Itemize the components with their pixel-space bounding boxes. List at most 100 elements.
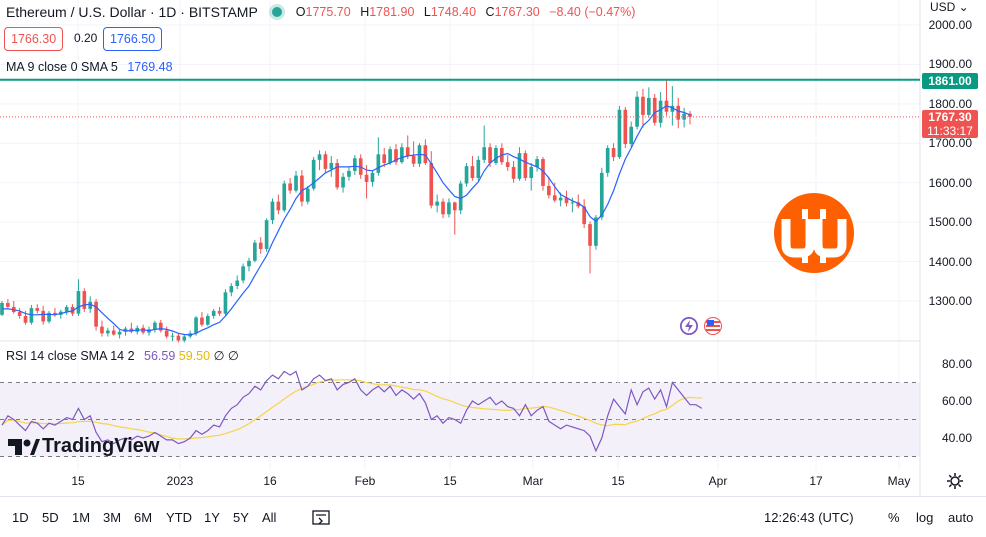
candle-body: [6, 302, 10, 307]
candle-body: [0, 302, 4, 315]
candle: [35, 304, 40, 314]
range-1y[interactable]: 1Y: [204, 510, 220, 525]
candle: [376, 137, 381, 176]
price-tick-label: 1300.00: [928, 294, 972, 308]
tradingview-watermark[interactable]: TradingView: [8, 435, 159, 458]
candle-body: [223, 292, 228, 314]
range-5d[interactable]: 5D: [42, 510, 59, 525]
candle: [311, 157, 316, 191]
last-price-tag: 1767.30 11:33:17: [922, 110, 978, 138]
candle: [647, 87, 651, 118]
candle: [323, 151, 328, 173]
clock-readout[interactable]: 12:26:43 (UTC): [764, 510, 854, 525]
candle-body: [270, 201, 275, 221]
candle-body: [429, 163, 434, 206]
candle-body: [158, 322, 163, 331]
logo-tick: [802, 253, 808, 263]
currency-select[interactable]: USD ⌄: [930, 0, 969, 14]
candle-body: [394, 149, 398, 163]
rsi-tick-label: 80.00: [941, 357, 972, 371]
time-tick-label: Mar: [522, 474, 544, 488]
us-flag-icon[interactable]: [704, 317, 722, 335]
log-scale-button[interactable]: log: [916, 510, 934, 525]
range-3m[interactable]: 3M: [103, 510, 122, 525]
settings-gear-icon[interactable]: [946, 472, 964, 490]
candle: [505, 155, 510, 171]
market-status-icon[interactable]: [271, 7, 282, 17]
candle-body: [41, 310, 45, 322]
candle: [223, 289, 228, 316]
candle-body: [247, 260, 251, 267]
time-tick-label: 15: [611, 474, 625, 488]
candle-body: [370, 172, 375, 182]
candle: [452, 201, 457, 235]
candle-body: [17, 312, 22, 316]
lightning-icon[interactable]: [680, 317, 698, 335]
candle: [576, 194, 581, 209]
candle: [435, 194, 439, 213]
candle: [300, 170, 304, 207]
rsi-tick-label: 40.00: [941, 431, 972, 445]
symbol-header: Ethereum / U.S. Dollar · 1D · BITSTAMP O…: [6, 4, 641, 20]
auto-scale-button[interactable]: auto: [948, 510, 974, 525]
candle: [405, 135, 410, 160]
candle: [205, 313, 210, 327]
candle: [82, 288, 87, 313]
candle: [317, 150, 322, 171]
range-5y[interactable]: 5Y: [233, 510, 249, 525]
price-tick-label: 1800.00: [928, 96, 972, 111]
grid: [0, 0, 920, 470]
candle: [100, 320, 104, 337]
percent-scale-button[interactable]: %: [888, 510, 900, 525]
range-1d[interactable]: 1D: [12, 510, 29, 525]
candle: [482, 125, 487, 163]
goto-date-icon[interactable]: [312, 509, 330, 525]
sell-price-button[interactable]: 1766.30: [4, 27, 64, 51]
candle-body: [217, 310, 222, 314]
candle: [288, 177, 292, 194]
range-6m[interactable]: 6M: [134, 510, 153, 525]
candle: [641, 88, 645, 128]
candle-body: [676, 105, 681, 120]
candle: [76, 279, 81, 316]
time-tick-label: 17: [809, 474, 823, 488]
rsi-legend[interactable]: RSI 14 close SMA 14 2 56.59 59.50 ∅ ∅: [6, 348, 239, 363]
candle: [164, 326, 169, 339]
ma-legend[interactable]: MA 9 close 0 SMA 5 1769.48: [6, 60, 173, 74]
candle-body: [452, 202, 457, 211]
candle: [494, 145, 498, 165]
candle-body: [400, 147, 404, 163]
candle-body: [547, 185, 551, 196]
candle-body: [658, 100, 663, 123]
price-tick-label: 2000.00: [928, 18, 972, 32]
candle: [341, 172, 345, 193]
candle: [158, 319, 163, 333]
candle-body: [494, 148, 498, 163]
candle-body: [164, 330, 169, 337]
candle: [447, 198, 451, 218]
candle-body: [264, 220, 269, 249]
candle-body: [258, 242, 263, 249]
candle-body: [305, 188, 310, 202]
range-1m[interactable]: 1M: [72, 510, 91, 525]
candle-body: [652, 97, 657, 123]
buy-price-button[interactable]: 1766.50: [103, 27, 163, 51]
candle: [564, 190, 569, 207]
candle-body: [582, 206, 586, 225]
candle: [400, 143, 404, 164]
candle: [329, 155, 334, 177]
candle-body: [629, 126, 634, 145]
range-all[interactable]: All: [262, 510, 277, 525]
candle-body: [323, 154, 328, 169]
symbol-title[interactable]: Ethereum / U.S. Dollar · 1D · BITSTAMP: [6, 4, 258, 20]
candle: [652, 94, 657, 126]
candle: [182, 334, 187, 343]
candle-body: [194, 317, 198, 334]
open-value: 1775.70: [305, 5, 351, 19]
candle-body: [117, 331, 122, 335]
range-ytd[interactable]: YTD: [166, 510, 192, 525]
candle-body: [623, 109, 628, 145]
candle: [106, 327, 110, 337]
candle-body: [523, 153, 528, 178]
